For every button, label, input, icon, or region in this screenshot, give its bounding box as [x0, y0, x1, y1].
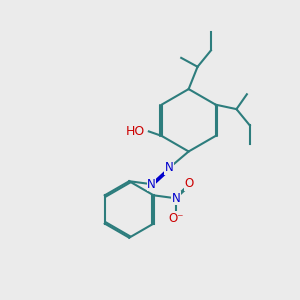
Text: N: N	[172, 192, 180, 205]
Text: N: N	[165, 161, 174, 174]
Text: O⁻: O⁻	[168, 212, 184, 225]
Text: N: N	[147, 178, 156, 191]
Text: HO: HO	[126, 125, 145, 138]
Text: O: O	[185, 177, 194, 190]
